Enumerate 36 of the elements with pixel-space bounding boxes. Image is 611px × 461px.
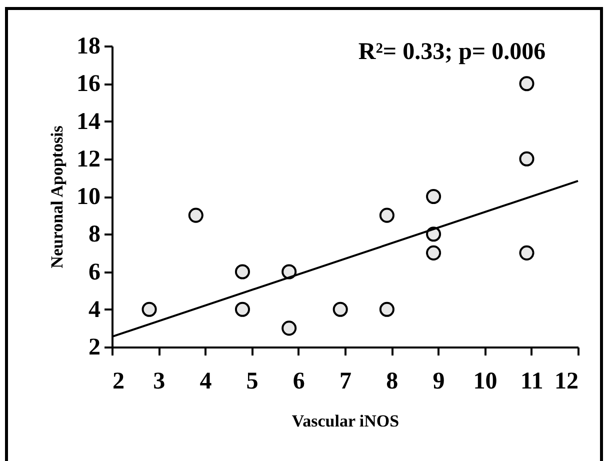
x-tick-label: 4 bbox=[200, 368, 212, 394]
x-tick-label: 9 bbox=[432, 368, 445, 394]
point bbox=[519, 151, 534, 166]
point bbox=[519, 245, 534, 260]
y-tick-label: 16 bbox=[76, 71, 100, 98]
y-tick-label: 2 bbox=[88, 334, 100, 360]
y-tick-label: 12 bbox=[76, 146, 100, 172]
y-tick-label: 18 bbox=[76, 34, 100, 60]
x-tick-label: 12 bbox=[554, 368, 578, 394]
point bbox=[142, 302, 157, 317]
point bbox=[234, 302, 250, 317]
point bbox=[234, 264, 250, 280]
point bbox=[282, 320, 297, 336]
point bbox=[332, 302, 348, 317]
point bbox=[379, 302, 394, 317]
point bbox=[188, 208, 204, 223]
x-tick-label: 5 bbox=[246, 368, 258, 394]
x-tick-label: 10 bbox=[473, 368, 498, 394]
x-tick-label: 6 bbox=[292, 368, 305, 394]
y-tick-label: 4 bbox=[88, 296, 100, 323]
y-tick-label: 6 bbox=[88, 259, 100, 286]
point bbox=[519, 76, 534, 92]
y-axis-title: Neuronal Apoptosis bbox=[48, 125, 66, 268]
x-tick-label: 7 bbox=[340, 368, 352, 394]
annotation: R²= 0.33; p= 0.006 bbox=[358, 39, 546, 65]
x-tick-label: 2 bbox=[112, 368, 124, 394]
point bbox=[426, 245, 442, 260]
y-tick-label: 8 bbox=[88, 222, 100, 248]
point bbox=[379, 208, 394, 223]
x-axis-title: Vascular iNOS bbox=[292, 412, 400, 430]
y-tick-label: 14 bbox=[76, 108, 100, 135]
x-tick-label: 3 bbox=[153, 368, 166, 394]
x-tick-label: 8 bbox=[386, 368, 398, 394]
y-tick-label: 10 bbox=[76, 184, 100, 210]
point bbox=[426, 188, 442, 204]
x-tick-label: 11 bbox=[520, 368, 544, 394]
